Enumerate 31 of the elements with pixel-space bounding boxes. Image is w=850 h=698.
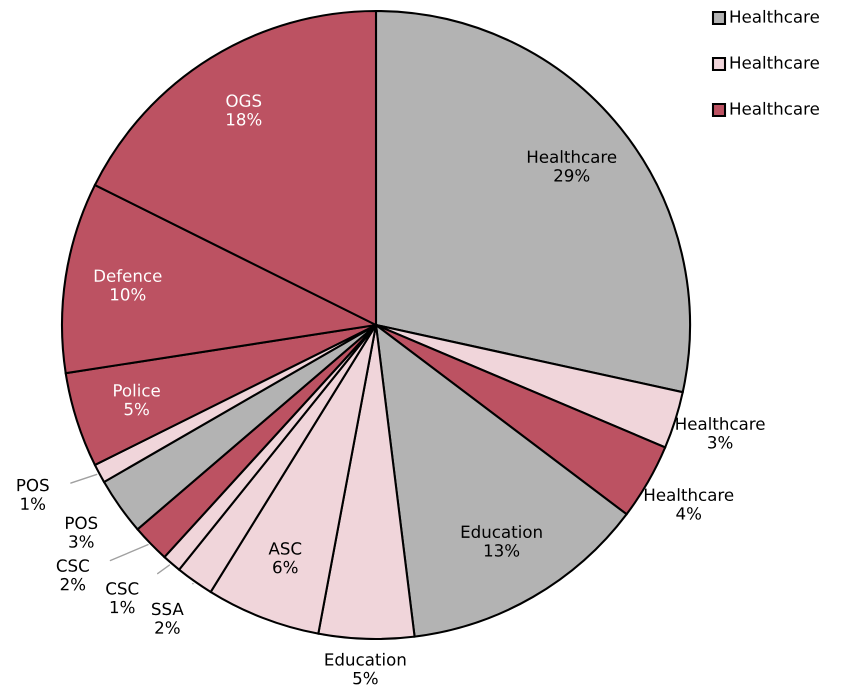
slice-label: Education	[462, 525, 542, 538]
text: Healthcare	[730, 102, 819, 115]
text: Healthcare	[730, 10, 819, 23]
slice-label: Defence	[94, 269, 162, 282]
data-label: 4%	[676, 507, 702, 520]
data-label: 5%	[353, 672, 378, 684]
slice-label: CSC	[56, 559, 89, 572]
slice-label: POS	[66, 516, 98, 530]
slice-label: CSC	[106, 582, 138, 595]
data-label: 5%	[124, 402, 149, 416]
data-label: 6%	[273, 560, 298, 574]
data-label: 1%	[110, 600, 135, 614]
text: Healthcare	[730, 56, 819, 69]
slice-label: ASC	[268, 542, 302, 555]
slice-label: Healthcare	[528, 150, 616, 164]
data-label: 2%	[60, 578, 86, 591]
slice-label: OGS	[226, 94, 262, 107]
data-label: 29%	[554, 169, 590, 182]
data-label: 2%	[155, 621, 180, 634]
data-label: 13%	[484, 544, 520, 557]
data-label: 10%	[111, 288, 146, 301]
slice-label: Education	[326, 652, 406, 666]
data-label: 3%	[69, 535, 94, 548]
data-label: 18%	[227, 112, 262, 126]
slice-label: Healthcare	[676, 417, 765, 430]
data-label: 1%	[21, 497, 46, 510]
slice-label: Police	[114, 384, 160, 397]
data-label: 3%	[708, 436, 732, 449]
slice-label: Healthcare	[644, 488, 734, 502]
slice-label: SSA	[152, 602, 184, 616]
slice-label: POS	[18, 478, 49, 492]
